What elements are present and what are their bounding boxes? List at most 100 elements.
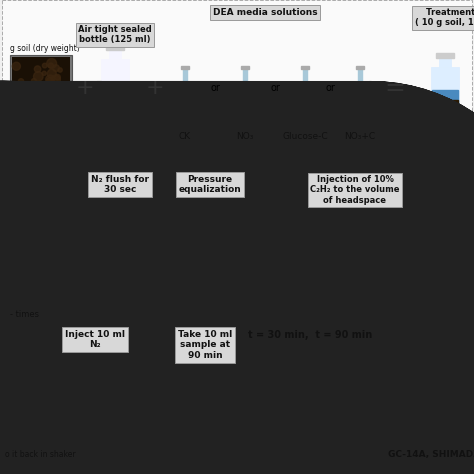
Text: o it back in shaker: o it back in shaker: [5, 450, 76, 459]
Text: Glucose-C: Glucose-C: [282, 132, 328, 141]
Circle shape: [46, 77, 54, 85]
Circle shape: [10, 92, 18, 100]
Polygon shape: [289, 105, 321, 121]
Bar: [390, 345, 474, 445]
Circle shape: [427, 346, 433, 352]
Bar: [358, 68, 362, 89]
Bar: [58, 228, 72, 240]
Circle shape: [53, 65, 59, 72]
Bar: [393, 353, 442, 437]
Bar: [323, 197, 327, 217]
Bar: [183, 68, 187, 89]
Bar: [243, 68, 247, 89]
Circle shape: [52, 85, 59, 92]
Bar: [177, 329, 179, 335]
Bar: [274, 416, 276, 424]
Bar: [445, 415, 474, 429]
Bar: [193, 240, 227, 290]
Text: N₂ flush for
30 sec: N₂ flush for 30 sec: [91, 175, 149, 194]
Bar: [273, 386, 276, 394]
Circle shape: [229, 89, 261, 121]
Circle shape: [47, 69, 56, 78]
Bar: [33, 363, 47, 375]
Bar: [154, 403, 186, 424]
Text: DEA media solutions: DEA media solutions: [213, 8, 317, 17]
Bar: [395, 359, 437, 427]
Circle shape: [58, 68, 62, 72]
Bar: [24, 403, 56, 424]
Text: +: +: [146, 78, 164, 98]
Polygon shape: [169, 105, 201, 121]
Circle shape: [31, 79, 36, 83]
Bar: [203, 228, 217, 240]
Circle shape: [42, 71, 46, 75]
Circle shape: [42, 63, 47, 68]
Bar: [208, 200, 212, 218]
Bar: [241, 66, 248, 69]
Bar: [163, 363, 177, 375]
Bar: [49, 280, 81, 289]
Bar: [436, 53, 454, 58]
Bar: [432, 91, 458, 108]
Bar: [54, 223, 76, 228]
Bar: [194, 280, 226, 289]
Circle shape: [53, 93, 57, 98]
Bar: [176, 332, 180, 352]
Bar: [301, 66, 309, 69]
Text: or: or: [325, 83, 335, 93]
Text: Inject 10 ml
N₂: Inject 10 ml N₂: [65, 330, 125, 349]
Circle shape: [47, 58, 56, 68]
Bar: [324, 223, 346, 228]
Bar: [445, 355, 474, 369]
Circle shape: [51, 75, 60, 84]
Bar: [199, 223, 221, 228]
Text: NO₃: NO₃: [237, 132, 254, 141]
Bar: [309, 386, 311, 394]
Circle shape: [51, 101, 57, 108]
Circle shape: [289, 89, 321, 121]
Bar: [154, 415, 186, 424]
Text: or: or: [270, 83, 280, 93]
Text: Injection of 10%
C₂H₂ to the volume
of headspace: Injection of 10% C₂H₂ to the volume of h…: [310, 175, 400, 205]
Circle shape: [46, 94, 52, 101]
Bar: [2, 0, 472, 158]
Bar: [2, 160, 472, 316]
Circle shape: [34, 66, 41, 73]
Circle shape: [55, 84, 63, 93]
Bar: [271, 386, 279, 388]
Bar: [318, 240, 352, 290]
Bar: [207, 197, 213, 199]
Text: =: =: [384, 76, 405, 100]
Text: - times: - times: [10, 310, 39, 319]
Bar: [153, 375, 187, 425]
Circle shape: [49, 92, 55, 99]
Bar: [24, 415, 56, 424]
Bar: [48, 240, 82, 290]
Text: CK: CK: [179, 132, 191, 141]
Bar: [101, 59, 129, 100]
Bar: [319, 280, 351, 289]
Text: Pressure
equalization: Pressure equalization: [179, 175, 241, 194]
Circle shape: [411, 346, 417, 352]
Text: Air tight sealed
bottle (125 ml): Air tight sealed bottle (125 ml): [78, 25, 152, 45]
Circle shape: [169, 89, 201, 121]
Bar: [194, 268, 226, 289]
Text: Take 10 ml
sample at
90 min: Take 10 ml sample at 90 min: [178, 330, 232, 360]
Circle shape: [28, 100, 38, 109]
Circle shape: [18, 79, 24, 84]
Text: Treatment s
( 10 g soil, 10 ml: Treatment s ( 10 g soil, 10 ml: [415, 8, 474, 27]
Bar: [303, 68, 307, 89]
Bar: [109, 49, 120, 59]
Bar: [322, 194, 328, 196]
Circle shape: [12, 62, 20, 70]
Circle shape: [395, 346, 401, 352]
Bar: [328, 228, 342, 240]
Polygon shape: [344, 105, 376, 121]
Bar: [23, 375, 57, 425]
Circle shape: [344, 89, 376, 121]
Bar: [356, 66, 364, 69]
Bar: [445, 395, 474, 409]
Bar: [175, 329, 181, 331]
Bar: [177, 352, 179, 358]
Bar: [49, 268, 81, 289]
